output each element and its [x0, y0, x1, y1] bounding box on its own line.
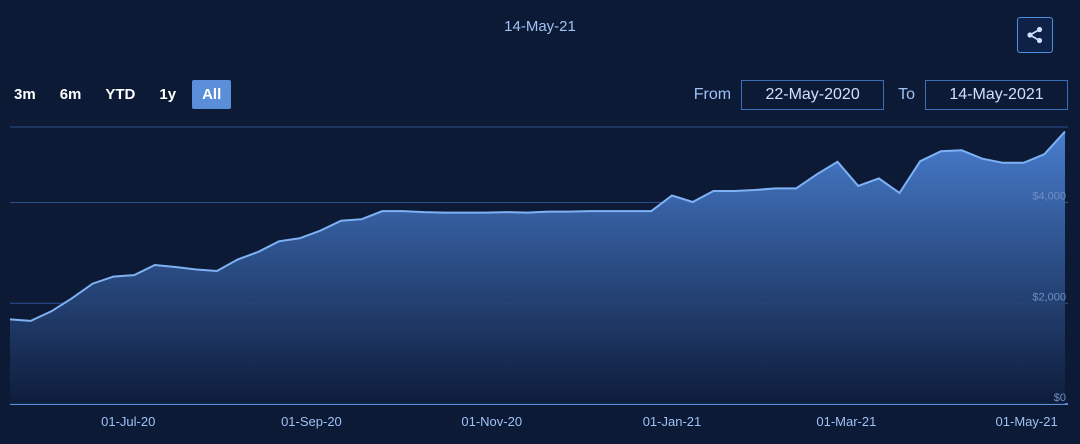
x-tick-label: 01-May-21 [996, 414, 1058, 429]
range-all-button[interactable]: All [192, 79, 232, 109]
y-tick-label: $4,000 [1032, 191, 1066, 203]
x-tick-label: 01-Mar-21 [816, 414, 876, 429]
x-tick-label: 01-Jul-20 [101, 414, 155, 429]
to-date-input[interactable] [925, 80, 1068, 110]
range-selector: 3m 6m YTD 1y All [6, 79, 239, 109]
from-date-input[interactable] [741, 80, 885, 110]
range-3m-button[interactable]: 3m [6, 80, 44, 109]
x-tick-label: 01-Nov-20 [461, 414, 522, 429]
range-ytd-button[interactable]: YTD [97, 80, 143, 109]
area-chart: $0 $2,000 $4,000 01-Jul-20 01-Sep-20 01-Nov-… [9, 126, 1068, 429]
share-icon [1027, 26, 1043, 44]
x-tick-label: 01-Sep-20 [281, 414, 342, 429]
date-range-picker: From To [694, 80, 1068, 110]
to-label: To [898, 86, 915, 103]
y-tick-label: $0 [1054, 392, 1066, 404]
series-line [9, 130, 1066, 322]
y-tick-label: $2,000 [1032, 291, 1066, 303]
range-1y-button[interactable]: 1y [151, 80, 184, 109]
range-6m-button[interactable]: 6m [52, 80, 90, 109]
series-area [10, 131, 1065, 404]
from-label: From [693, 86, 732, 103]
share-button[interactable] [1017, 17, 1053, 53]
x-tick-label: 01-Jan-21 [643, 414, 702, 429]
chart-date-title: 14-May-21 [504, 18, 576, 35]
